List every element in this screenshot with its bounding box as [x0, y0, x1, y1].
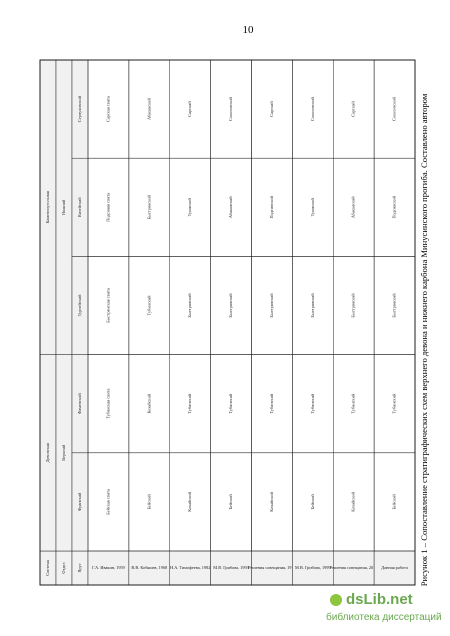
unit-label: Быстрянский [310, 293, 315, 318]
series-header: Отдел [61, 562, 66, 574]
stage-label: Визейский [77, 197, 82, 217]
unit-label: Бейский [146, 494, 151, 510]
watermark-logo: dsLib.net [346, 591, 413, 608]
watermark: dsLib.net библиотека диссертаций [326, 591, 442, 623]
unit-label: Абаканский [228, 196, 233, 219]
unit-label: Тубинский [228, 393, 233, 414]
unit-label: Сарский [269, 101, 274, 117]
scheme-author: В.В. Кобяшев, 1968 [131, 565, 167, 571]
stage-label: Серпуховский [77, 95, 82, 122]
unit-label: Тубинский [351, 393, 356, 414]
unit-label: Быстрянский [228, 293, 233, 318]
unit-label: Бейский [228, 494, 233, 510]
scheme-author: Решения совещания, 2012 [330, 565, 378, 571]
figure-caption: Рисунок 1 – Сопоставление стратиграфичес… [419, 93, 429, 586]
unit-label: Соколовский [310, 96, 315, 121]
series-cell-label: Нижний [61, 199, 66, 215]
unit-label: Быстрянская свита [105, 288, 110, 323]
system-header: Система [45, 560, 50, 576]
unit-label: Бейская свита [105, 489, 110, 515]
unit-label: Абаканский [146, 98, 151, 121]
unit-label: Быстрянский [392, 293, 397, 318]
unit-label: Бейский [310, 494, 315, 510]
unit-label: Сарская свита [105, 96, 110, 122]
unit-label: Подсиняя свита [105, 193, 110, 222]
system-cell-label: Девонская [45, 443, 50, 462]
unit-label: Быстрянский [351, 293, 356, 318]
unit-label: Сарский [187, 101, 192, 117]
unit-label: Бейский [392, 494, 397, 510]
unit-label: Тубинская свита [105, 388, 110, 418]
stage-label: Фаменский [77, 393, 82, 415]
series-cell-label: Верхний [61, 444, 66, 461]
unit-label: Тубинский [146, 295, 151, 316]
page-number: 10 [243, 24, 255, 36]
unit-label: Кохайский [146, 393, 151, 413]
scheme-author: Решения совещания, 1979 [248, 565, 296, 571]
unit-label: Абаканский [351, 196, 356, 219]
unit-label: Тубинский [310, 393, 315, 414]
unit-label: Тубинский [392, 393, 397, 414]
scheme-author: Г.А. Ивакин, 1959 [92, 565, 125, 571]
stage-label: Франский [77, 492, 82, 511]
unit-label: Кохайский [351, 491, 356, 511]
unit-label: Быстрянский [187, 293, 192, 318]
unit-label: Тубинский [187, 393, 192, 414]
scheme-author: М.В. Грибова, 1993 [213, 565, 249, 571]
unit-label: Подсинский [392, 195, 397, 218]
unit-label: Соколовский [392, 96, 397, 121]
stratigraphy-table: Система Отдел Ярус Девонская Каменноугольная… [39, 59, 416, 586]
unit-label: Кохайский [187, 491, 192, 511]
table-border [39, 59, 416, 586]
unit-label: Тубинский [269, 393, 274, 414]
watermark-tagline: библиотека диссертаций [326, 611, 442, 623]
stage-header: Ярус [77, 563, 82, 572]
unit-label: Сарский [351, 101, 356, 117]
unit-label: Быстрянский [269, 293, 274, 318]
unit-label: Соколовский [228, 96, 233, 121]
stage-label: Турнейский [77, 294, 82, 317]
scheme-author: Данная работа [381, 565, 408, 570]
unit-label: Кохайский [269, 491, 274, 511]
unit-label: Туимский [187, 198, 192, 217]
logo-icon [330, 594, 342, 606]
scheme-author: М.В. Грибова, 1999 [295, 565, 331, 571]
system-cell-label: Каменноугольная [45, 191, 50, 223]
unit-label: Туимский [310, 198, 315, 217]
unit-label: Подсинский [269, 195, 274, 218]
scheme-author: Н.А. Тимофеева, 1982 [170, 565, 210, 571]
unit-label: Быстрянский [146, 194, 151, 219]
